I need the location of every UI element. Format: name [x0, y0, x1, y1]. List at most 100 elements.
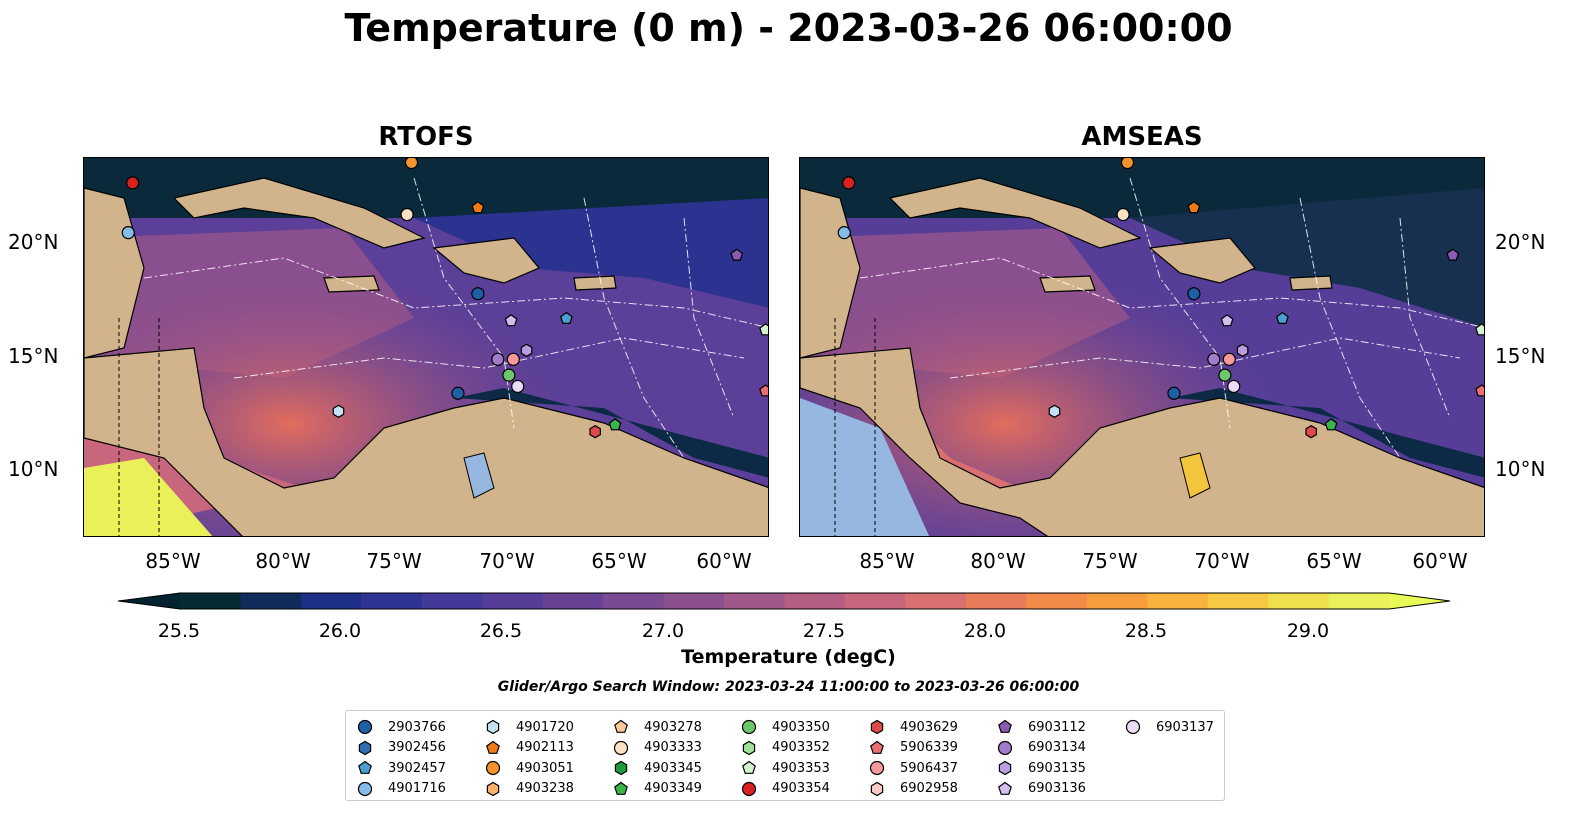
- lat-tick-10n-right: 10°N: [1495, 457, 1546, 481]
- panel-title-rtofs: RTOFS: [378, 122, 474, 152]
- colorbar-bin: [1207, 593, 1269, 609]
- colorbar-extend-max: [1389, 593, 1450, 609]
- lake-maracaibo: [1179, 452, 1211, 499]
- land-central-south-america: [800, 347, 1484, 536]
- colorbar-bin: [1026, 593, 1088, 609]
- lon-tick-80w-left: 80°W: [255, 549, 311, 573]
- country-borders: [118, 318, 160, 536]
- float-marker-5906437: [506, 352, 520, 366]
- colorbar-bin: [603, 593, 665, 609]
- float-marker-2903766: [1167, 386, 1181, 400]
- legend-item-4901720: 4901720: [484, 717, 574, 737]
- lon-tick-75w-right: 75°W: [1082, 549, 1138, 573]
- search-window-text: Glider/Argo Search Window: 2023-03-24 11…: [497, 679, 1080, 695]
- colorbar-bin: [1268, 593, 1330, 609]
- pentagon-icon: [998, 781, 1012, 795]
- panel-title-amseas: AMSEAS: [1081, 122, 1203, 152]
- land-central-south-america: [84, 347, 768, 536]
- hexagon-icon: [486, 719, 500, 735]
- circle-icon: [1125, 719, 1141, 735]
- float-marker-4902113: [471, 201, 485, 214]
- land-hispaniola: [1148, 237, 1256, 284]
- legend-label: 6903134: [1028, 740, 1086, 755]
- lake-maracaibo: [463, 452, 495, 499]
- circle-icon: [869, 760, 885, 776]
- legend-item-4903352: 4903352: [740, 738, 830, 758]
- legend-label: 4903353: [772, 760, 830, 776]
- hot-pacific: [84, 458, 213, 536]
- float-marker-4901720: [1048, 404, 1061, 418]
- legend-item-4903345: 4903345: [612, 758, 702, 778]
- legend-item-5906339: 5906339: [868, 738, 958, 758]
- map-amseas: [799, 157, 1485, 537]
- land-cuba: [888, 177, 1142, 249]
- float-marker-6903136: [504, 314, 518, 327]
- cool-venezuela-coast: [454, 388, 768, 478]
- colorbar-label: Temperature (degC): [681, 646, 896, 668]
- float-marker-4903350: [502, 368, 516, 382]
- legend-label: 6903135: [1028, 760, 1086, 776]
- hexagon-icon: [998, 760, 1012, 776]
- legend-item-6903136: 6903136: [996, 779, 1086, 799]
- colorbar-bin: [844, 593, 906, 609]
- lat-tick-15n-right: 15°N: [1495, 344, 1546, 368]
- float-marker-4902113: [1187, 201, 1201, 214]
- legend-label: 6903112: [1028, 719, 1086, 735]
- lat-tick-20n-left: 20°N: [8, 230, 59, 254]
- circle-icon: [613, 740, 629, 755]
- legend: 2903766 3902456 3902457 4901716 4901720 49021…: [345, 710, 1225, 801]
- colorbar-bin: [905, 593, 967, 609]
- colorbar: [117, 592, 1451, 610]
- cbar-tick-28-5: 28.5: [1124, 620, 1168, 642]
- float-marker-4903629: [589, 425, 602, 439]
- cool-venezuela-coast: [1170, 388, 1484, 478]
- hexagon-icon: [870, 781, 884, 796]
- float-marker-6903112: [1446, 248, 1460, 261]
- cbar-tick-26-0: 26.0: [318, 620, 362, 642]
- legend-item-4903278: 4903278: [612, 717, 702, 737]
- lat-tick-20n-right: 20°N: [1495, 230, 1546, 254]
- lon-tick-85w-left: 85°W: [145, 549, 201, 573]
- figure-title: Temperature (0 m) - 2023-03-26 06:00:00: [344, 6, 1233, 50]
- cbar-tick-29-0: 29.0: [1286, 620, 1330, 642]
- circle-icon: [997, 740, 1013, 755]
- float-marker-4903353: [759, 323, 768, 336]
- circle-icon: [741, 781, 757, 796]
- legend-label: 2903766: [388, 719, 446, 735]
- circle-icon: [357, 719, 373, 735]
- legend-item-6902958: 6902958: [868, 779, 958, 799]
- lon-tick-65w-left: 65°W: [591, 549, 647, 573]
- colorbar-bin: [542, 593, 604, 609]
- pentagon-icon: [486, 740, 500, 754]
- float-marker-4901716: [837, 226, 851, 240]
- legend-item-3902457: 3902457: [356, 758, 446, 778]
- float-marker-6903136: [1220, 314, 1234, 327]
- country-borders: [834, 318, 876, 536]
- legend-label: 4903354: [772, 781, 830, 796]
- float-marker-6903135: [1236, 343, 1249, 357]
- lon-tick-60w-right: 60°W: [1412, 549, 1468, 573]
- float-marker-6903112: [730, 248, 744, 261]
- pentagon-icon: [358, 760, 372, 774]
- hexagon-icon: [742, 740, 756, 755]
- legend-item-4903349: 4903349: [612, 779, 702, 799]
- float-marker-5906339: [1475, 384, 1484, 397]
- legend-label: 4903238: [516, 781, 574, 796]
- legend-item-4903629: 4903629: [868, 717, 958, 737]
- legend-label: 4903051: [516, 760, 574, 776]
- float-marker-6903134: [1207, 352, 1221, 366]
- legend-label: 4903352: [772, 740, 830, 755]
- lon-tick-80w-right: 80°W: [970, 549, 1026, 573]
- float-marker-3902457: [559, 311, 573, 324]
- lat-tick-10n-left: 10°N: [8, 457, 59, 481]
- colorbar-bin: [663, 593, 725, 609]
- legend-item-4903238: 4903238: [484, 779, 574, 799]
- legend-label: 4903629: [900, 719, 958, 735]
- pentagon-icon: [870, 740, 884, 754]
- warm-coastal: [910, 418, 1020, 498]
- float-marker-4901716: [121, 226, 135, 240]
- float-marker-2903766: [471, 287, 485, 301]
- legend-item-4902113: 4902113: [484, 738, 574, 758]
- hexagon-icon: [486, 781, 500, 796]
- cbar-tick-27-5: 27.5: [802, 620, 846, 642]
